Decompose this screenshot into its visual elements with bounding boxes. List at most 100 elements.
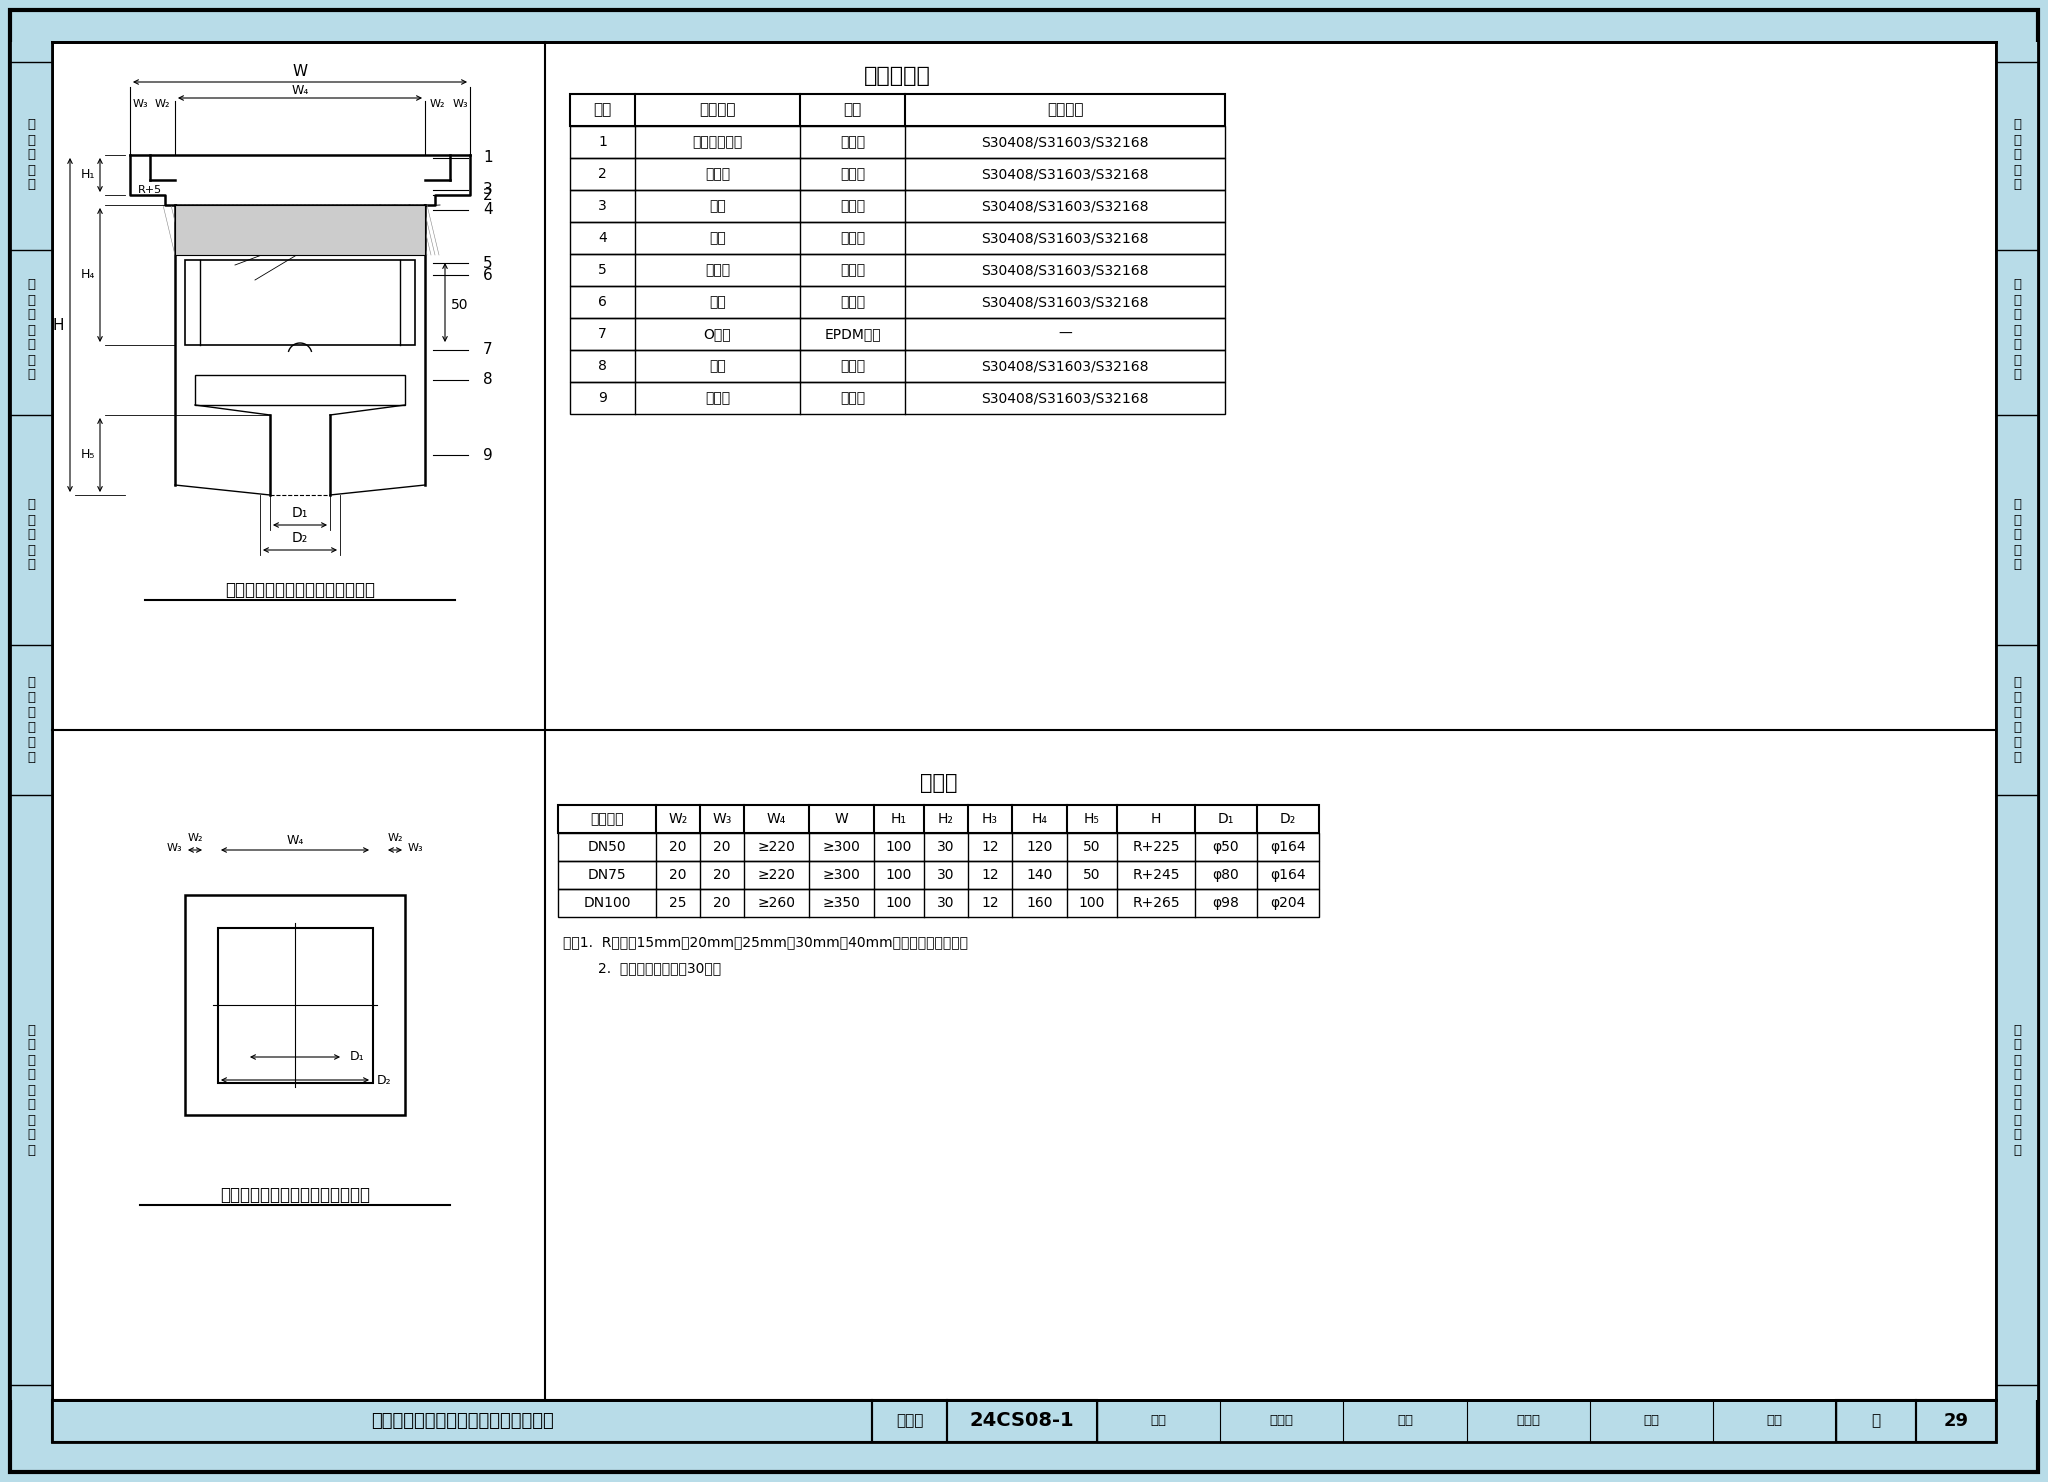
Text: 排
水
不
锈
钢
集
地
成
漏: 排 水 不 锈 钢 集 地 成 漏 xyxy=(2013,1024,2021,1156)
Text: 注：1.  R一般为15mm、20mm、25mm、30mm、40mm，特殊需求可定制。: 注：1. R一般为15mm、20mm、25mm、30mm、40mm，特殊需求可定… xyxy=(563,935,969,948)
Bar xyxy=(569,350,1225,382)
Bar xyxy=(557,889,1319,917)
Text: H₄: H₄ xyxy=(80,268,94,282)
Text: 肖兵: 肖兵 xyxy=(1767,1414,1782,1427)
Text: W₂: W₂ xyxy=(668,812,688,825)
Text: 3: 3 xyxy=(598,199,606,213)
Text: R+5: R+5 xyxy=(137,185,162,196)
Text: 160: 160 xyxy=(1026,897,1053,910)
Text: 7: 7 xyxy=(598,328,606,341)
Text: φ80: φ80 xyxy=(1212,868,1239,882)
Text: W₄: W₄ xyxy=(291,83,309,96)
Text: W₃: W₃ xyxy=(713,812,731,825)
Text: 9: 9 xyxy=(483,448,494,462)
Text: 缝隙式排水沟连集水井地漏构造图: 缝隙式排水沟连集水井地漏构造图 xyxy=(225,581,375,599)
Text: 25: 25 xyxy=(670,897,686,910)
Text: 100: 100 xyxy=(887,897,911,910)
Text: R+265: R+265 xyxy=(1133,897,1180,910)
Text: 29: 29 xyxy=(1944,1412,1968,1430)
Text: S30408/S31603/S32168: S30408/S31603/S32168 xyxy=(981,391,1149,405)
Text: 不
锈
钢
地
漏: 不 锈 钢 地 漏 xyxy=(27,119,35,191)
Text: 4: 4 xyxy=(483,203,494,218)
Text: 不锈钢: 不锈钢 xyxy=(840,295,864,310)
Text: 20: 20 xyxy=(713,840,731,854)
Bar xyxy=(309,1082,317,1152)
Bar xyxy=(569,286,1225,319)
Text: 螺纹: 螺纹 xyxy=(709,359,725,373)
Text: 尺寸表: 尺寸表 xyxy=(920,774,956,793)
Bar xyxy=(557,833,1319,861)
Text: 缝隙式排水沟: 缝隙式排水沟 xyxy=(692,135,743,150)
Text: ≥350: ≥350 xyxy=(823,897,860,910)
Text: 2.  本产品安装参见第30页。: 2. 本产品安装参见第30页。 xyxy=(563,960,721,975)
Bar xyxy=(184,895,406,1114)
Text: D₂: D₂ xyxy=(1280,812,1296,825)
Text: ≥300: ≥300 xyxy=(823,840,860,854)
Text: 页: 页 xyxy=(1872,1414,1880,1429)
Text: φ204: φ204 xyxy=(1270,897,1307,910)
Text: 成
品
排
水
不
锈
钢: 成 品 排 水 不 锈 钢 xyxy=(27,279,35,381)
Text: 不
锈
钢
盖
板: 不 锈 钢 盖 板 xyxy=(27,498,35,572)
Bar xyxy=(557,861,1319,889)
Text: D₁: D₁ xyxy=(350,1051,365,1064)
Text: 50: 50 xyxy=(1083,840,1100,854)
Bar xyxy=(569,93,1225,126)
Text: 数字代号: 数字代号 xyxy=(1047,102,1083,117)
Text: 1: 1 xyxy=(483,151,494,166)
Text: W: W xyxy=(836,812,848,825)
Bar xyxy=(569,319,1225,350)
Text: 7: 7 xyxy=(483,342,494,357)
Text: DN75: DN75 xyxy=(588,868,627,882)
Text: 9: 9 xyxy=(598,391,606,405)
Text: 8: 8 xyxy=(598,359,606,373)
Text: D₁: D₁ xyxy=(291,505,307,520)
Text: H₅: H₅ xyxy=(1083,812,1100,825)
Text: ≥260: ≥260 xyxy=(758,897,795,910)
Text: D₁: D₁ xyxy=(1219,812,1235,825)
Text: 地漏规格: 地漏规格 xyxy=(590,812,625,825)
Bar xyxy=(1917,1400,1997,1442)
Text: 6: 6 xyxy=(598,295,606,310)
Text: 20: 20 xyxy=(713,897,731,910)
Text: 140: 140 xyxy=(1026,868,1053,882)
Bar xyxy=(195,375,406,405)
Text: 100: 100 xyxy=(887,868,911,882)
Bar xyxy=(1997,41,2038,1400)
Text: R+245: R+245 xyxy=(1133,868,1180,882)
Bar xyxy=(569,222,1225,253)
Text: DN100: DN100 xyxy=(584,897,631,910)
Text: H₂: H₂ xyxy=(938,812,954,825)
Text: 5: 5 xyxy=(483,255,494,271)
Text: W₂: W₂ xyxy=(430,99,444,110)
Text: 不
锈
钢
清
扫
口: 不 锈 钢 清 扫 口 xyxy=(27,676,35,765)
Text: 1: 1 xyxy=(598,135,606,150)
Text: 出水管: 出水管 xyxy=(705,391,729,405)
Text: S30408/S31603/S32168: S30408/S31603/S32168 xyxy=(981,135,1149,150)
Bar xyxy=(272,1082,281,1152)
Text: 30: 30 xyxy=(938,868,954,882)
Text: 不
锈
钢
盖
板: 不 锈 钢 盖 板 xyxy=(2013,498,2021,572)
Text: —: — xyxy=(1059,328,1071,341)
Text: 12: 12 xyxy=(981,897,999,910)
Text: 20: 20 xyxy=(670,868,686,882)
Bar xyxy=(174,205,426,255)
Text: 本体: 本体 xyxy=(709,231,725,245)
Text: 滤网: 滤网 xyxy=(709,199,725,213)
Text: W₂: W₂ xyxy=(156,99,170,110)
Text: φ50: φ50 xyxy=(1212,840,1239,854)
Text: 5: 5 xyxy=(598,262,606,277)
Text: φ164: φ164 xyxy=(1270,840,1307,854)
Text: ≥220: ≥220 xyxy=(758,868,795,882)
Text: EPDM橡胶: EPDM橡胶 xyxy=(823,328,881,341)
Text: 不锈钢: 不锈钢 xyxy=(840,135,864,150)
Text: 不
锈
钢
清
扫
口: 不 锈 钢 清 扫 口 xyxy=(2013,676,2021,765)
Text: 50: 50 xyxy=(451,298,469,313)
Text: 不锈钢: 不锈钢 xyxy=(840,262,864,277)
Text: 杨长国: 杨长国 xyxy=(1270,1414,1294,1427)
Text: 不锈钢: 不锈钢 xyxy=(840,359,864,373)
Text: W₃: W₃ xyxy=(453,99,467,110)
Text: 不锈钢: 不锈钢 xyxy=(840,199,864,213)
Text: W₄: W₄ xyxy=(766,812,786,825)
Text: 压板: 压板 xyxy=(709,295,725,310)
Text: 成
品
排
水
不
锈
钢: 成 品 排 水 不 锈 钢 xyxy=(2013,279,2021,381)
